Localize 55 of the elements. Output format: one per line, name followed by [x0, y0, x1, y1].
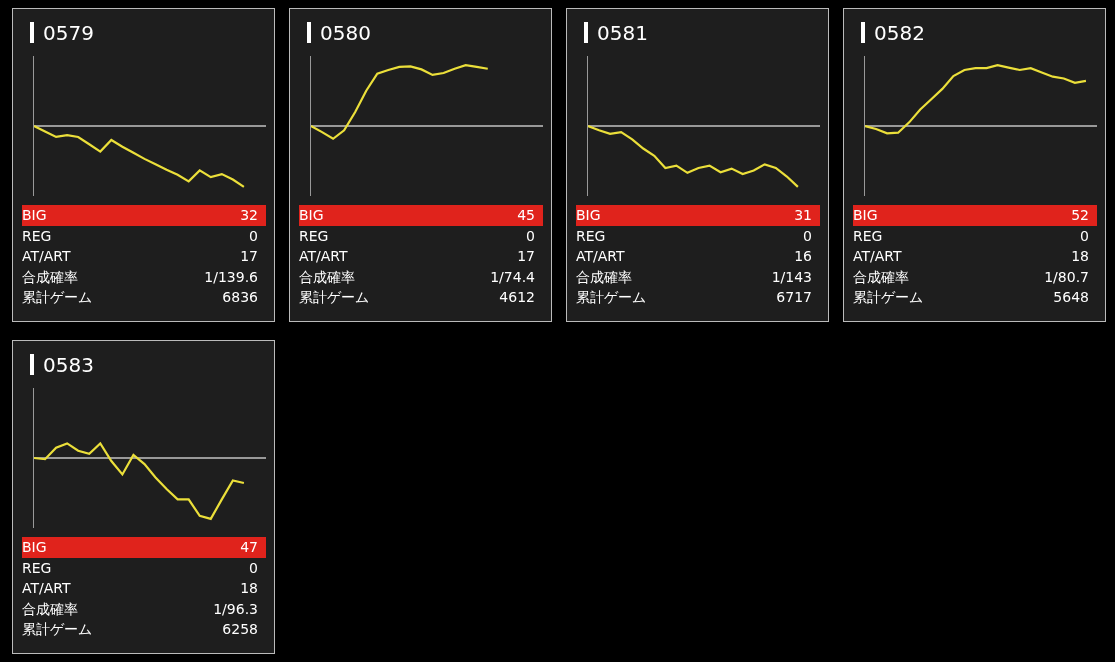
- text: REG: [299, 226, 329, 246]
- text: REG: [576, 226, 606, 246]
- text: 1/143: [771, 267, 812, 287]
- text: 52: [1071, 206, 1089, 225]
- text: 累計ゲーム: [299, 288, 369, 307]
- text: 0: [249, 558, 258, 578]
- text: REG: [853, 226, 883, 246]
- text: 1/96.3: [213, 599, 258, 619]
- text: 0: [526, 226, 535, 246]
- text: REG: [22, 226, 52, 246]
- text: 合成確率: [299, 267, 355, 287]
- text: BIG: [576, 206, 601, 225]
- text: 6258: [222, 620, 258, 639]
- text: 45: [517, 206, 535, 225]
- text: 合成確率: [576, 267, 632, 287]
- text: 合成確率: [853, 267, 909, 287]
- text: 合成確率: [22, 599, 78, 619]
- text: AT/ART: [22, 247, 71, 266]
- text: 累計ゲーム: [22, 620, 92, 639]
- text: 18: [1071, 247, 1089, 266]
- text: AT/ART: [853, 247, 902, 266]
- text: 累計ゲーム: [576, 288, 646, 307]
- text: 累計ゲーム: [22, 288, 92, 307]
- text: BIG: [299, 206, 324, 225]
- text: 4612: [499, 288, 535, 307]
- text: 0: [249, 226, 258, 246]
- text: 16: [794, 247, 812, 266]
- text: AT/ART: [576, 247, 625, 266]
- text: 1/80.7: [1044, 267, 1089, 287]
- text: 合成確率: [22, 267, 78, 287]
- text: 1/74.4: [490, 267, 535, 287]
- text: BIG: [22, 538, 47, 557]
- text: AT/ART: [299, 247, 348, 266]
- text: 32: [240, 206, 258, 225]
- text: 47: [240, 538, 258, 557]
- chart-title: 0583: [43, 353, 94, 377]
- text: 0: [1080, 226, 1089, 246]
- chart-title: 0581: [597, 21, 648, 45]
- text: 17: [517, 247, 535, 266]
- chart-title: 0582: [874, 21, 925, 45]
- text: 18: [240, 579, 258, 598]
- text: AT/ART: [22, 579, 71, 598]
- text: 1/139.6: [204, 267, 258, 287]
- text: 17: [240, 247, 258, 266]
- text: BIG: [22, 206, 47, 225]
- chart-title: 0580: [320, 21, 371, 45]
- text: 6717: [776, 288, 812, 307]
- text: 5648: [1053, 288, 1089, 307]
- text: 累計ゲーム: [853, 288, 923, 307]
- text: 31: [794, 206, 812, 225]
- text: 6836: [222, 288, 258, 307]
- text: BIG: [853, 206, 878, 225]
- text: REG: [22, 558, 52, 578]
- chart-title: 0579: [43, 21, 94, 45]
- text: 0: [803, 226, 812, 246]
